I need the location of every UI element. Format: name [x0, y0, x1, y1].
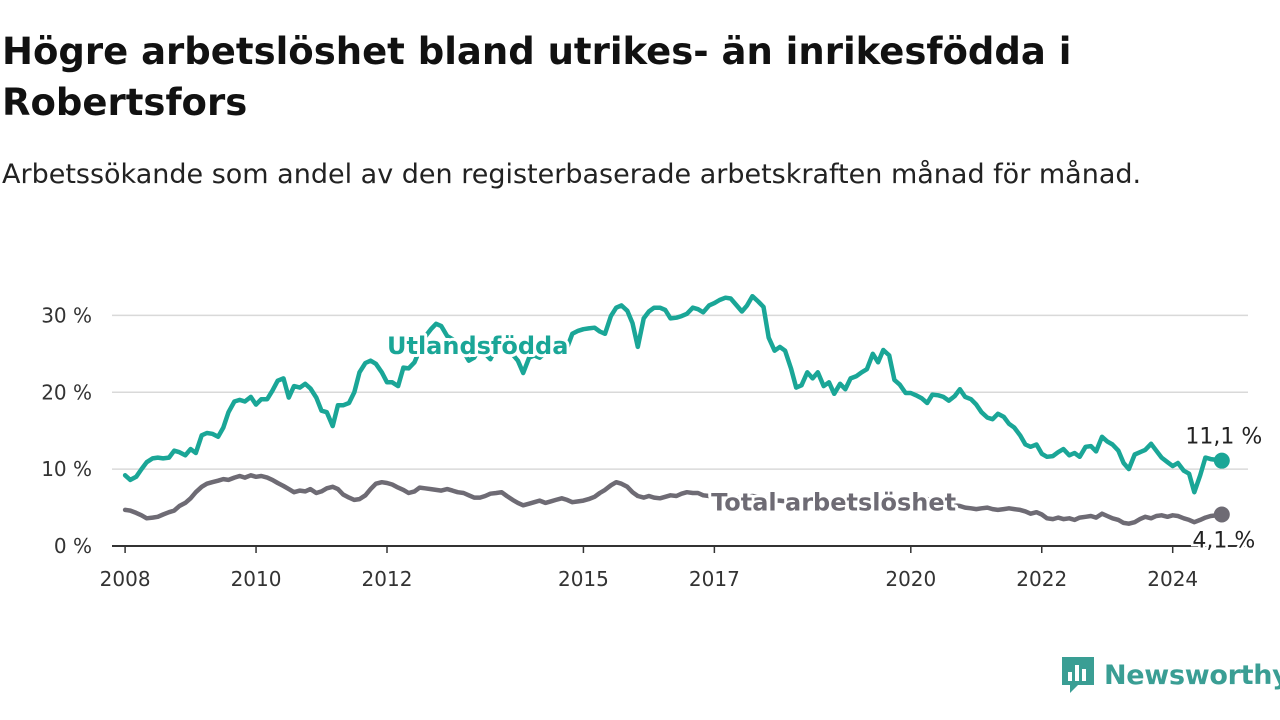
series-end-label: 11,1 %: [1185, 425, 1262, 450]
x-tick-label: 2012: [362, 567, 413, 591]
series-line-total: [122, 473, 1225, 526]
x-axis: 2008 2010 2012 2015 2017 2020 2022 2024: [100, 545, 1248, 591]
chart-subtitle: Arbetssökande som andel av den registerb…: [2, 159, 1142, 190]
x-tick-label: 2008: [100, 567, 151, 591]
brand-name: Newsworthy: [1104, 659, 1280, 691]
x-tick-label: 2015: [558, 567, 609, 591]
y-tick-label: 20 %: [41, 380, 92, 404]
series-label-utlandsfodda: Utlandsfödda: [387, 332, 568, 360]
series-label-total: Total arbetslöshet: [711, 489, 956, 517]
series-end-point: [1213, 452, 1230, 469]
x-tick-label: 2022: [1016, 567, 1067, 591]
chart-title: Högre arbetslöshet bland utrikes- än inr…: [2, 30, 1072, 124]
series-line-utlandsfodda: [122, 293, 1225, 495]
newsworthy-brand: Newsworthy: [1060, 655, 1280, 695]
x-tick-label: 2010: [231, 567, 282, 591]
x-tick-label: 2020: [885, 567, 936, 591]
newsworthy-logo-icon: [1062, 657, 1094, 693]
x-tick-label: 2017: [689, 567, 740, 591]
x-tick-label: 2024: [1147, 567, 1198, 591]
y-tick-label: 10 %: [41, 457, 92, 481]
y-tick-label: 0 %: [54, 534, 92, 558]
series-end-label: 4,1 %: [1192, 528, 1255, 553]
series-lines: [122, 293, 1225, 526]
series-labels: 11,1 % 4,1 % Utlandsfödda Total arbetslöshe…: [384, 329, 1265, 556]
series-end-point: [1213, 506, 1230, 523]
y-tick-label: 30 %: [41, 303, 92, 327]
grid-lines: [112, 314, 1248, 470]
y-axis-ticks: 0 % 10 % 20 % 30 %: [41, 303, 92, 558]
